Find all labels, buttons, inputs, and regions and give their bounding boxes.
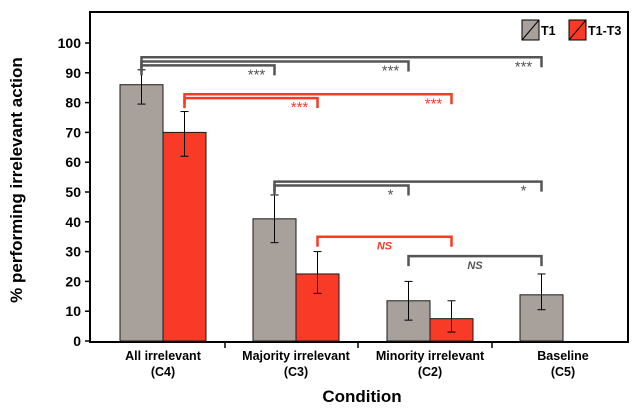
y-tick-label: 20: [65, 273, 81, 289]
y-tick-label: 30: [65, 244, 81, 260]
significance-label: NS: [467, 260, 483, 272]
significance-bracket: [273, 180, 543, 192]
category-label: Baseline: [537, 349, 588, 363]
category-label: All irrelevant: [125, 349, 202, 363]
category-code-label: (C5): [551, 365, 575, 379]
bar: [119, 84, 164, 342]
significance-label: *: [521, 183, 527, 200]
significance-label: NS: [377, 241, 393, 253]
legend-label: T1-T3: [588, 24, 621, 38]
y-tick-label: 100: [58, 35, 82, 51]
legend-swatch-slash: [568, 19, 587, 41]
y-tick-label: 40: [65, 214, 81, 230]
category-label: Majority irrelevant: [242, 349, 351, 363]
y-tick-label: 0: [73, 333, 81, 349]
plot-area: 0 10 20 30 40 50 60 70 80 90 100 All irrelevant (C4)…: [58, 11, 629, 379]
y-tick-label: 70: [65, 124, 81, 140]
significance-label: ***: [382, 62, 400, 79]
significance-label: ***: [425, 95, 443, 112]
y-tick-label: 50: [65, 184, 81, 200]
category-code-label: (C3): [284, 365, 308, 379]
category-code-label: (C4): [151, 365, 175, 379]
plot-frame: [89, 11, 629, 343]
significance-bracket: [407, 254, 543, 267]
significance-label: ***: [515, 58, 533, 75]
significance-bracket: [316, 235, 453, 247]
significance-bracket: [140, 56, 543, 68]
significance-label: *: [388, 186, 394, 203]
y-tick-label: 60: [65, 154, 81, 170]
y-tick-label: 10: [65, 303, 81, 319]
category-label: Minority irrelevant: [376, 349, 485, 363]
y-axis-title: % performing irrelevant action: [7, 57, 26, 303]
significance-label: ***: [248, 66, 266, 83]
legend-swatch-slash: [521, 19, 540, 41]
bar: [162, 131, 207, 342]
significance-bracket: [183, 93, 453, 105]
significance-label: ***: [291, 99, 309, 116]
y-tick-label: 90: [65, 65, 81, 81]
category-code-label: (C2): [418, 365, 442, 379]
y-tick-label: 80: [65, 95, 81, 111]
x-axis-title: Condition: [322, 387, 401, 406]
legend-label: T1: [541, 24, 556, 38]
